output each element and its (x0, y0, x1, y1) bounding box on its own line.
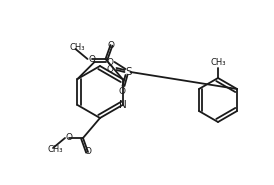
Text: CH₃: CH₃ (47, 145, 63, 154)
Text: O: O (107, 65, 114, 73)
Text: O: O (88, 55, 95, 63)
Text: O: O (65, 134, 73, 142)
Text: S: S (125, 67, 132, 77)
Text: CH₃: CH₃ (70, 43, 85, 51)
Text: O: O (107, 41, 114, 50)
Text: O: O (84, 147, 92, 157)
Text: O: O (107, 58, 114, 66)
Text: O: O (119, 87, 126, 95)
Text: CH₃: CH₃ (210, 58, 226, 66)
Text: N: N (119, 100, 126, 110)
